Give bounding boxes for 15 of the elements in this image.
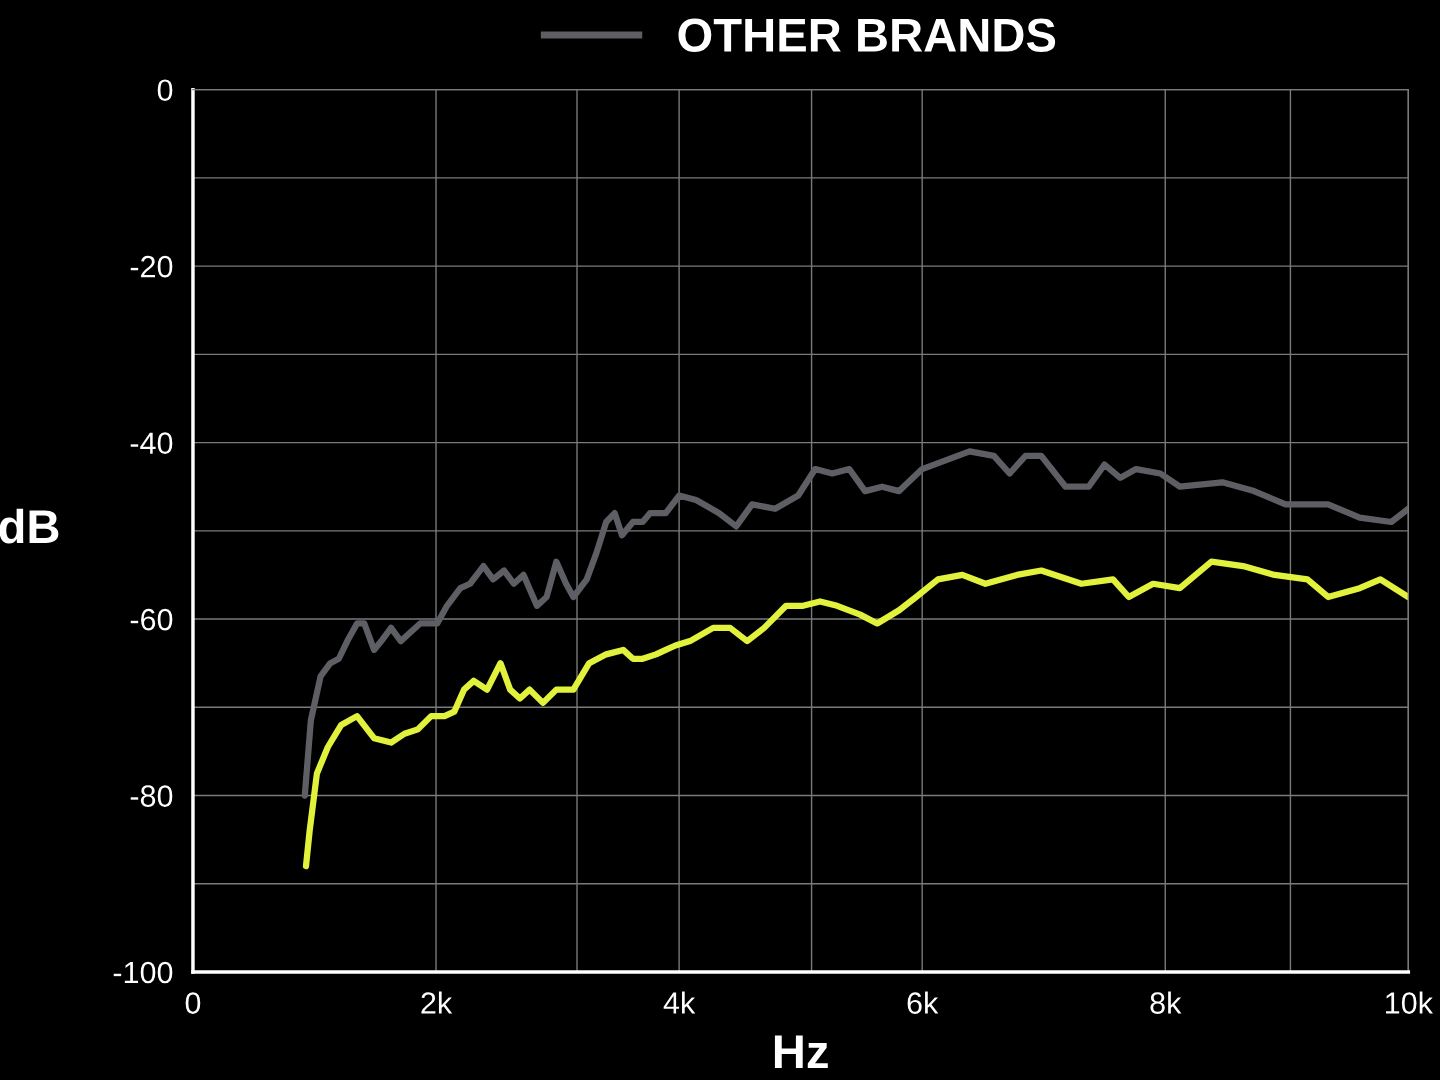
y-tick-label: -100 <box>113 961 173 984</box>
x-axis-title: Hz <box>774 1035 828 1069</box>
x-tick-label: 6k <box>907 991 939 1014</box>
y-tick-label: -40 <box>130 432 173 454</box>
x-tick-label: 10k <box>1386 991 1433 1014</box>
legend-label: OTHER BRANDS <box>678 18 1056 52</box>
y-tick-label: 0 <box>157 79 173 102</box>
y-tick-label: -20 <box>130 255 173 278</box>
x-tick-label: 8k <box>1150 991 1182 1014</box>
y-tick-label: -60 <box>130 608 173 631</box>
x-tick-label: 0 <box>185 992 201 1014</box>
y-tick-label: -80 <box>130 785 173 807</box>
x-tick-label: 2k <box>421 991 453 1014</box>
y-axis-title: dB <box>0 508 59 544</box>
x-tick-label: 4k <box>663 991 696 1014</box>
